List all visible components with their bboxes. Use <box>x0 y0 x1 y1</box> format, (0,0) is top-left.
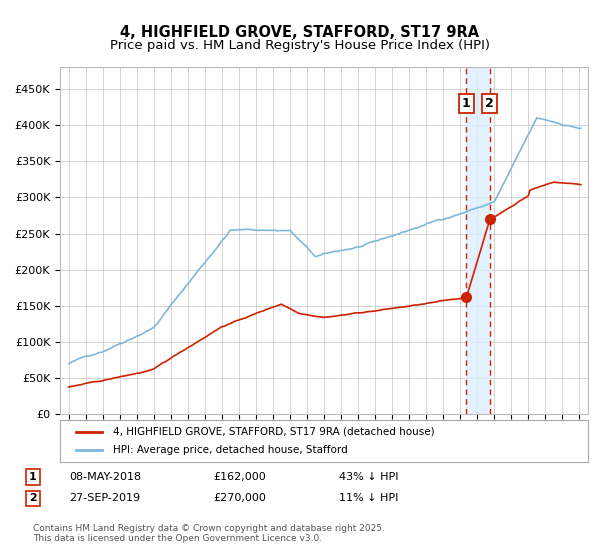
Text: £270,000: £270,000 <box>213 493 266 503</box>
Text: 43% ↓ HPI: 43% ↓ HPI <box>339 472 398 482</box>
Text: Price paid vs. HM Land Registry's House Price Index (HPI): Price paid vs. HM Land Registry's House … <box>110 39 490 52</box>
Text: 1: 1 <box>462 97 470 110</box>
Bar <box>466 67 490 414</box>
Text: 11% ↓ HPI: 11% ↓ HPI <box>339 493 398 503</box>
Text: HPI: Average price, detached house, Stafford: HPI: Average price, detached house, Staf… <box>113 445 347 455</box>
Text: Contains HM Land Registry data © Crown copyright and database right 2025.
This d: Contains HM Land Registry data © Crown c… <box>33 524 385 543</box>
Text: 4, HIGHFIELD GROVE, STAFFORD, ST17 9RA (detached house): 4, HIGHFIELD GROVE, STAFFORD, ST17 9RA (… <box>113 427 434 437</box>
Text: 2: 2 <box>29 493 37 503</box>
Text: 2: 2 <box>485 97 494 110</box>
Text: £162,000: £162,000 <box>213 472 266 482</box>
Text: 27-SEP-2019: 27-SEP-2019 <box>69 493 140 503</box>
Text: 4, HIGHFIELD GROVE, STAFFORD, ST17 9RA: 4, HIGHFIELD GROVE, STAFFORD, ST17 9RA <box>121 25 479 40</box>
Text: 08-MAY-2018: 08-MAY-2018 <box>69 472 141 482</box>
Text: 1: 1 <box>29 472 37 482</box>
